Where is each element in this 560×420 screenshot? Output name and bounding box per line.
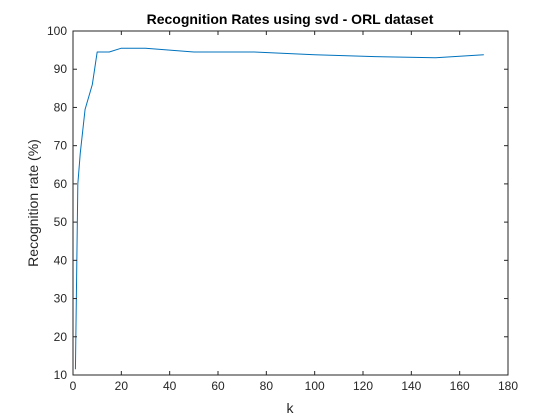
axes-box [72, 30, 509, 376]
y-tick-label: 100 [47, 24, 67, 38]
x-tick-label: 140 [401, 379, 421, 393]
x-tick-label: 60 [211, 379, 225, 393]
x-tick-label: 160 [450, 379, 470, 393]
series-layer [74, 47, 484, 370]
x-tick-label: 120 [353, 379, 373, 393]
x-tick-label: 180 [498, 379, 518, 393]
y-tick-label: 10 [54, 368, 68, 382]
chart-title: Recognition Rates using svd - ORL datase… [147, 11, 434, 27]
axes-layer [72, 30, 509, 376]
y-tick-label: 60 [54, 177, 68, 191]
y-tick-label: 20 [54, 330, 68, 344]
x-tick-label: 0 [70, 379, 77, 393]
x-tick-label: 40 [163, 379, 177, 393]
x-tick-label: 80 [260, 379, 274, 393]
plot-area [73, 31, 508, 375]
y-tick-label: 40 [54, 253, 68, 267]
y-tick-label: 80 [54, 100, 68, 114]
y-tick-label: 90 [54, 62, 68, 76]
ticks-layer: 0 20 40 60 80 100 120 140 160 180 10 20 30 40 50 60 70 80… [47, 24, 518, 393]
x-axis-label: k [287, 400, 295, 416]
x-tick-label: 20 [115, 379, 129, 393]
x-tick-label: 100 [305, 379, 325, 393]
y-tick-label: 30 [54, 292, 68, 306]
y-tick-label: 50 [54, 215, 68, 229]
series-line [74, 47, 484, 370]
y-tick-label: 70 [54, 139, 68, 153]
y-axis-label: Recognition rate (%) [25, 139, 41, 267]
